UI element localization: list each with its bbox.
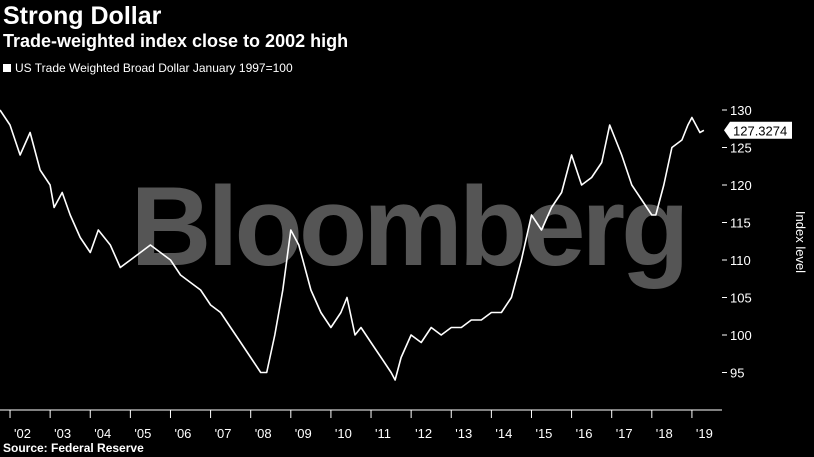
y-tick-label: 120 bbox=[730, 178, 752, 193]
x-tick-label: '06 bbox=[174, 426, 191, 441]
y-tick-label: 125 bbox=[730, 141, 752, 156]
x-tick-label: '18 bbox=[656, 426, 673, 441]
last-value-label: 127.3274 bbox=[733, 123, 787, 138]
x-axis-ticks: '02 '03 '04 '05 '06 '07 '08 '09 '10 '11 '12 '13 '14 '… bbox=[9, 410, 713, 441]
x-tick-label: '08 bbox=[255, 426, 272, 441]
x-tick-label: '09 bbox=[295, 426, 312, 441]
x-tick-label: '05 bbox=[134, 426, 151, 441]
y-tick-label: 95 bbox=[730, 366, 744, 381]
x-tick-label: '19 bbox=[696, 426, 713, 441]
y-tick-label: 105 bbox=[730, 291, 752, 306]
y-axis-label: Index level bbox=[793, 211, 808, 273]
chart-subtitle: Trade-weighted index close to 2002 high bbox=[3, 31, 349, 51]
y-axis-ticks: 95 100 105 110 115 120 125 130 bbox=[722, 103, 752, 381]
x-tick-label: '11 bbox=[375, 426, 391, 441]
source-note: Source: Federal Reserve bbox=[3, 441, 144, 455]
series-layer bbox=[0, 109, 705, 381]
x-tick-label: '17 bbox=[616, 426, 633, 441]
last-value-box bbox=[724, 121, 792, 139]
x-tick-label: '10 bbox=[335, 426, 352, 441]
x-tick-label: '14 bbox=[495, 426, 512, 441]
chart-title: Strong Dollar bbox=[3, 2, 162, 30]
x-tick-label: '13 bbox=[455, 426, 472, 441]
y-tick-label: 115 bbox=[730, 216, 751, 231]
bloomberg-watermark: Bloomberg bbox=[130, 164, 685, 289]
last-value-marker: 127.3274 bbox=[724, 121, 792, 139]
x-tick-label: '04 bbox=[94, 426, 111, 441]
y-tick-label: 130 bbox=[730, 103, 752, 118]
x-tick-label: '07 bbox=[215, 426, 232, 441]
x-tick-label: '16 bbox=[576, 426, 593, 441]
x-tick-label: '02 bbox=[14, 426, 31, 441]
legend-label: US Trade Weighted Broad Dollar January 1… bbox=[15, 61, 293, 75]
y-tick-label: 100 bbox=[730, 328, 752, 343]
x-tick-label: '15 bbox=[535, 426, 552, 441]
legend: US Trade Weighted Broad Dollar January 1… bbox=[3, 61, 293, 75]
x-tick-label: '03 bbox=[54, 426, 71, 441]
y-tick-label: 110 bbox=[730, 253, 751, 268]
x-tick-label: '12 bbox=[415, 426, 432, 441]
legend-swatch bbox=[3, 64, 11, 72]
series-line-0 bbox=[0, 109, 705, 381]
